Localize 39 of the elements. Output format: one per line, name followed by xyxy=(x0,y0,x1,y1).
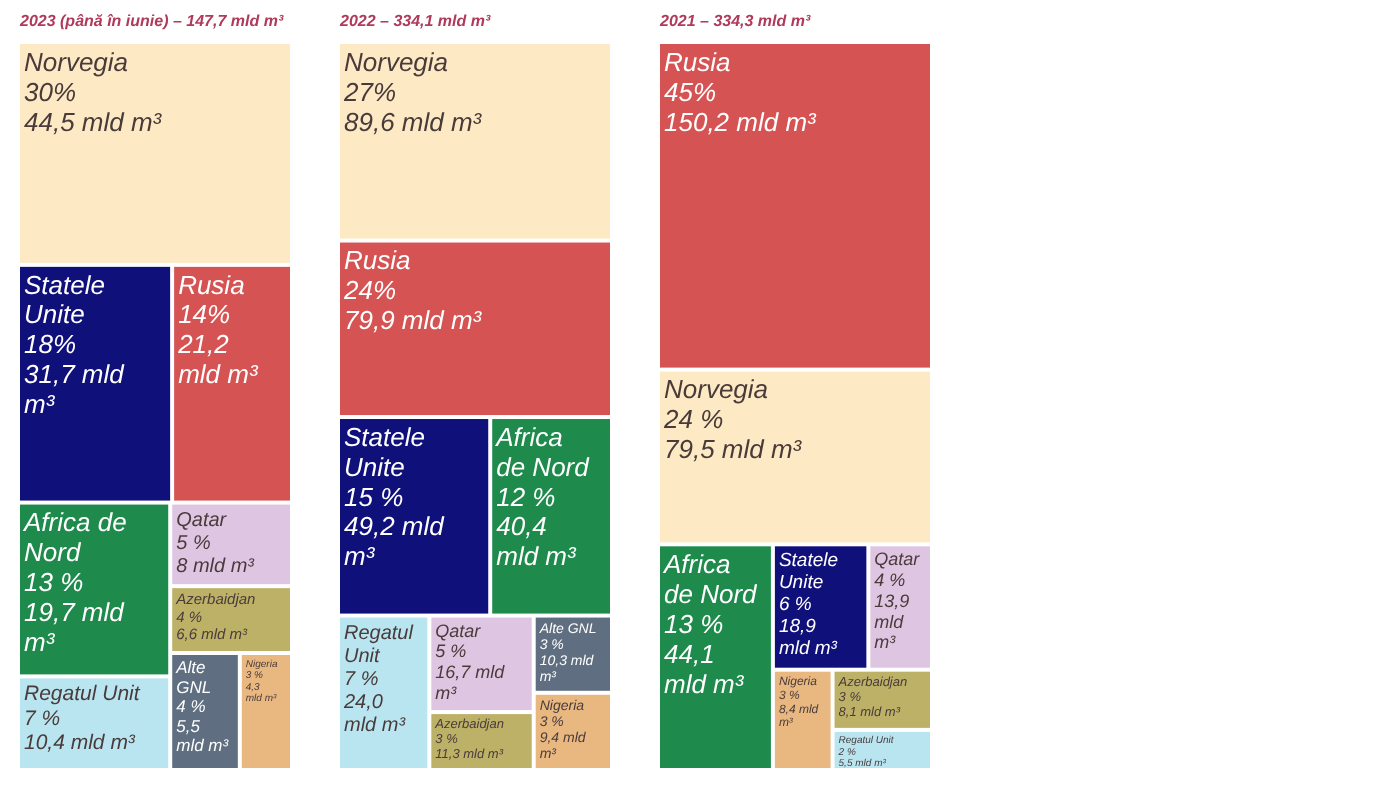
text: 2021 – 334,3 mld m³ xyxy=(658,12,811,30)
text: 2023 (până în iunie) – 147,7 mld m³ xyxy=(18,12,284,30)
data-label: 13 % 44,1 mld m³ xyxy=(664,608,745,699)
data-label: 5 % 16,7 mld m³ xyxy=(435,641,507,703)
category-label: Qatar xyxy=(874,549,922,570)
text: 2022 – 334,1 mld m³ xyxy=(338,12,491,30)
data-label: 13 % 19,7 mld m³ xyxy=(24,567,126,657)
category-label: Africa de Nord xyxy=(22,507,127,568)
category-label: Norvegia xyxy=(24,46,129,77)
category-label: Qatar xyxy=(176,509,228,532)
category-label: Africa de Nord xyxy=(494,421,591,482)
data-label: 5 % 8 mld m³ xyxy=(176,532,256,578)
category-label: Rusia xyxy=(664,46,731,77)
data-label: 24% 79,9 mld m³ xyxy=(342,275,483,336)
data-label: 6 % 18,9 mld m³ xyxy=(778,594,839,660)
data-label: 27% 89,6 mld m³ xyxy=(342,76,483,137)
category-label: Regatul Unit xyxy=(344,622,415,668)
data-label: 14% 21,2 mld m³ xyxy=(176,299,259,390)
data-label: 30% 44,5 mld m³ xyxy=(24,76,163,137)
category-label: Norvegia xyxy=(344,46,449,77)
category-label: Statele Unite xyxy=(344,421,425,482)
data-label: 15 % 49,2 mld m³ xyxy=(344,481,446,572)
data-label: 7 % 24,0 mld m³ xyxy=(342,668,407,737)
category-label: Qatar xyxy=(435,620,483,641)
category-label: Africa de Nord xyxy=(662,549,759,609)
category-label: Rusia xyxy=(344,245,411,276)
category-label: Regatul Unit xyxy=(24,682,142,707)
data-label: 45% 150,2 mld m³ xyxy=(664,76,818,137)
data-label: 7 % 10,4 mld m³ xyxy=(24,706,136,755)
category-label: Statele Unite xyxy=(778,550,839,595)
category-label: Alte GNL xyxy=(174,657,212,697)
category-label: Rusia xyxy=(178,269,245,300)
data-label: 4 % 13,9 mld m³ xyxy=(874,570,910,653)
data-label: 12 % 40,4 mld m³ xyxy=(496,481,577,572)
data-label: 18% 31,7 mld m³ xyxy=(24,329,126,420)
data-label: 24 % 79,5 mld m³ xyxy=(662,404,803,465)
category-label: Statele Unite xyxy=(24,269,105,330)
data-label: 4 % 5,5 mld m³ xyxy=(176,696,231,756)
category-label: Norvegia xyxy=(664,374,769,405)
